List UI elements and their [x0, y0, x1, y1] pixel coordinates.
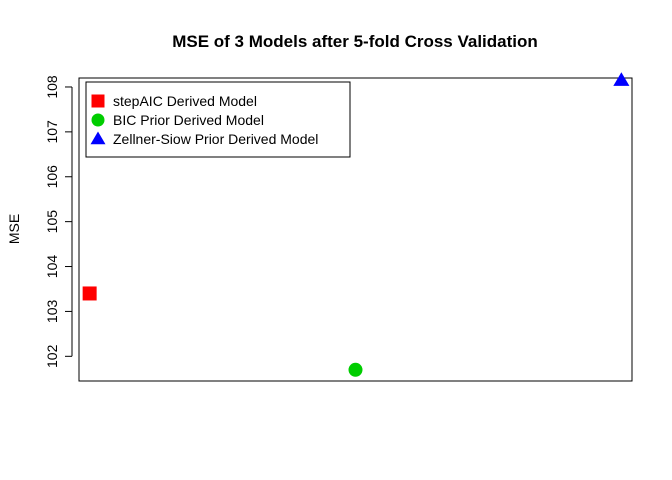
legend-label: Zellner-Siow Prior Derived Model	[113, 131, 318, 147]
legend: stepAIC Derived Model BIC Prior Derived M…	[85, 81, 351, 158]
legend-label: BIC Prior Derived Model	[113, 112, 264, 128]
y-tick-label: 107	[44, 120, 60, 144]
data-point-triangle	[613, 72, 630, 86]
y-tick-label: 103	[44, 300, 60, 324]
y-axis: 102 103 104 105 106 107 108	[44, 75, 73, 368]
chart-title: MSE of 3 Models after 5-fold Cross Valid…	[172, 32, 538, 51]
data-point-circle	[348, 362, 363, 377]
data-point-square	[82, 286, 97, 301]
plot-frame	[78, 77, 633, 382]
legend-marker-circle	[91, 113, 105, 127]
legend-marker-triangle	[90, 131, 106, 145]
legend-label: stepAIC Derived Model	[113, 93, 257, 109]
y-tick-label: 105	[44, 210, 60, 234]
legend-marker-square	[91, 94, 105, 108]
y-axis-label: MSE	[6, 214, 22, 244]
y-tick-label: 106	[44, 165, 60, 189]
y-tick-label: 102	[44, 344, 60, 368]
data-points	[82, 72, 630, 377]
y-tick-label: 104	[44, 255, 60, 279]
legend-box	[85, 81, 351, 158]
y-tick-label: 108	[44, 75, 60, 99]
